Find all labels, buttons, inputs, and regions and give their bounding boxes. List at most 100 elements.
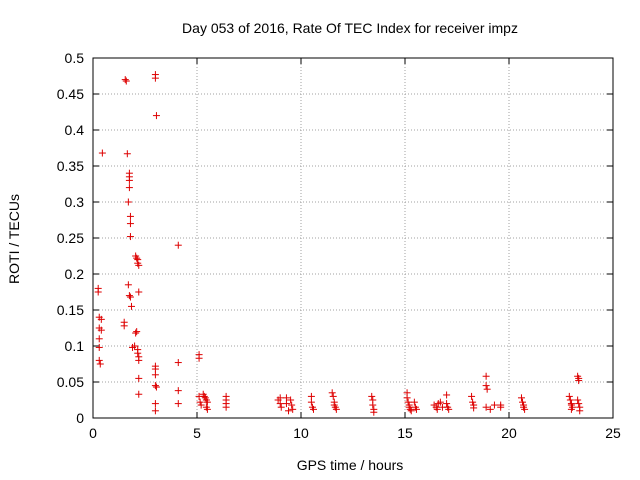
data-point [329,392,337,400]
data-point [368,392,376,400]
data-point [370,408,378,416]
data-point [412,405,420,413]
data-point [203,398,211,406]
data-point [124,198,132,206]
data-point [135,261,143,269]
data-point [277,403,285,411]
data-point [490,401,498,409]
data-point [332,405,340,413]
data-point [195,354,203,362]
data-point [126,293,134,301]
data-point [133,254,141,262]
y-tick-label: 0.45 [57,86,84,102]
data-point [519,398,527,406]
data-point [134,349,142,357]
data-point [98,149,106,157]
data-point [407,407,415,415]
data-point [482,372,490,380]
data-point [125,292,133,300]
data-point [443,400,451,408]
data-point [497,403,505,411]
data-point [133,328,141,336]
data-point [95,343,103,351]
y-tick-label: 0.05 [57,374,84,390]
y-tick-label: 0.1 [65,338,85,354]
data-point [127,302,135,310]
data-point [152,112,160,120]
data-point [95,335,103,343]
data-point [123,150,131,158]
x-tick-label: 10 [293,425,309,441]
y-tick-label: 0.3 [65,194,85,210]
data-point [443,391,451,399]
x-tick-label: 0 [89,425,97,441]
data-point [197,401,205,409]
data-point [97,326,105,334]
data-point [94,288,102,296]
data-point [135,390,143,398]
data-point [328,389,336,397]
data-point [126,220,134,228]
data-point [433,405,441,413]
data-point [151,400,159,408]
data-point [174,241,182,249]
data-point [566,396,574,404]
y-axis-label: ROTI / TECUs [6,194,22,284]
data-point [517,394,525,402]
data-point [470,404,478,412]
data-point [120,322,128,330]
data-point [276,400,284,408]
data-point [436,398,444,406]
data-point [574,396,582,404]
data-point [174,400,182,408]
data-point [151,74,159,82]
data-point [121,76,129,84]
data-point [96,360,104,368]
data-point [135,374,143,382]
data-point [126,212,134,220]
data-point [468,392,476,400]
data-point [288,401,296,409]
data-point [174,387,182,395]
data-point [174,359,182,367]
data-point [282,400,290,408]
axis-ticks: 0 5 10 15 20 25 0 0.05 0.1 0.15 0.2 0.25 0.3 0.35 0.4 0… [57,50,621,441]
x-tick-label: 15 [397,425,413,441]
data-point [575,400,583,408]
data-point [483,385,491,393]
data-point [285,407,293,415]
data-point [151,382,159,390]
data-point [403,394,411,402]
data-point [151,371,159,379]
data-point [565,392,573,400]
y-tick-label: 0.15 [57,302,84,318]
data-point [125,176,133,184]
data-point [445,405,453,413]
data-point [486,405,494,413]
data-point [152,383,160,391]
data-point [309,405,317,413]
y-tick-label: 0.2 [65,266,85,282]
data-point [97,315,105,323]
data-point [482,382,490,390]
chart-title: Day 053 of 2016, Rate Of TEC Index for r… [182,20,518,36]
data-point [222,403,230,411]
data-point [410,398,418,406]
x-tick-label: 5 [193,425,201,441]
y-tick-label: 0.25 [57,230,84,246]
data-point [124,281,132,289]
data-point [125,184,133,192]
data-point [406,405,414,413]
data-points [94,71,584,416]
data-point [95,356,103,364]
data-point [132,329,140,337]
data-point [576,407,584,415]
data-point [131,342,139,350]
y-tick-label: 0.4 [65,122,85,138]
data-point [122,77,130,85]
data-point [151,407,159,415]
data-point [203,405,211,413]
data-point [289,405,297,413]
data-point [135,356,143,364]
